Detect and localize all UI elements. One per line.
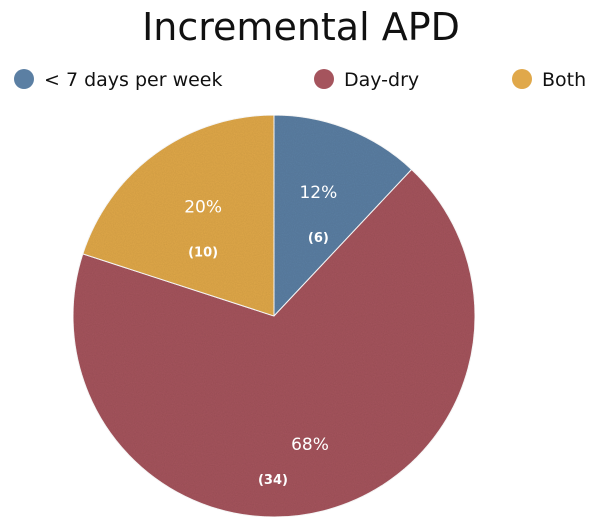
chart-title: Incremental APD: [142, 5, 460, 49]
slice-labels: 12% (6) 68% (34) 20% (10): [184, 183, 337, 488]
slice-count-label: (34): [258, 473, 288, 488]
legend-label-2: Both: [542, 69, 586, 91]
pie-slice-0: [273, 114, 413, 318]
pie-slice-1: [72, 168, 476, 518]
pie-slices: [72, 114, 476, 518]
legend-label-0: < 7 days per week: [44, 69, 223, 91]
legend-marker-0: [14, 69, 34, 89]
slice-count-label: (10): [188, 245, 218, 260]
slice-count-label: (6): [308, 231, 329, 246]
legend-label-1: Day-dry: [344, 69, 419, 91]
legend-marker-1: [314, 69, 334, 89]
slice-percent-label: 68%: [291, 435, 329, 455]
legend: < 7 days per week Day-dry Both: [14, 69, 586, 91]
legend-marker-2: [512, 69, 532, 89]
pie-slice-2: [82, 114, 275, 317]
slice-percent-label: 20%: [184, 197, 222, 217]
slice-percent-label: 12%: [299, 183, 337, 203]
